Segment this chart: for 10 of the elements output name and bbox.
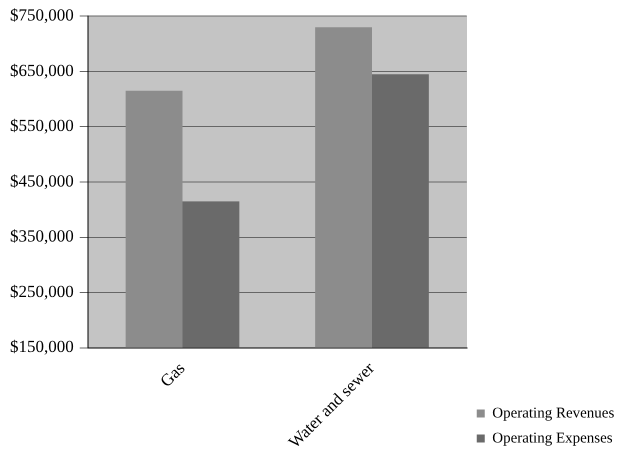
y-tick-label: $450,000 [10,171,74,190]
legend-label: Operating Expenses [492,430,613,446]
y-tick-label: $150,000 [10,337,74,356]
y-tick-label: $250,000 [10,282,74,301]
x-tick-label: Gas [156,358,188,391]
y-tick-label: $550,000 [10,116,74,136]
y-tick-label: $650,000 [10,60,74,80]
y-tick-label: $750,000 [10,6,74,25]
legend-label: Operating Revenues [492,405,614,422]
y-tick-label: $350,000 [10,226,74,246]
